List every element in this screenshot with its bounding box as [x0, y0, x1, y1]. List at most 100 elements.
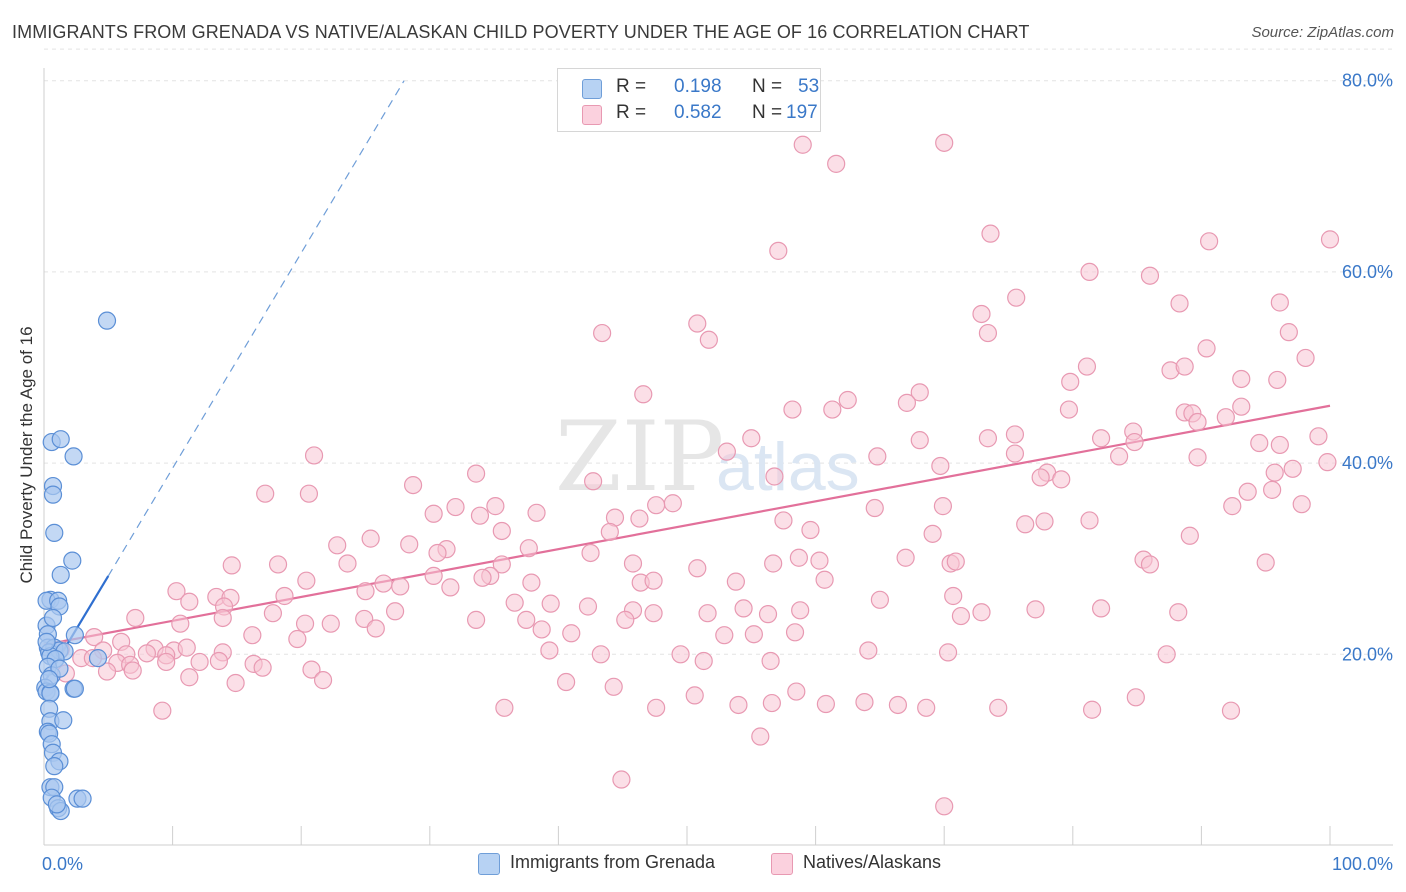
point-natives — [1197, 339, 1216, 358]
source-note: Source: ZipAtlas.com — [1251, 24, 1394, 41]
point-natives — [910, 383, 929, 402]
point-natives — [917, 698, 936, 717]
point-natives — [1091, 599, 1111, 618]
point-natives — [600, 522, 619, 542]
point-natives — [1091, 429, 1111, 448]
point-natives — [1188, 412, 1207, 432]
point-natives — [532, 620, 551, 639]
y-tick-label: 40.0% — [1342, 453, 1393, 473]
point-natives — [1109, 447, 1129, 466]
point-grenada — [65, 626, 84, 645]
point-natives — [505, 593, 524, 612]
point-natives — [190, 652, 209, 672]
point-natives — [931, 456, 950, 476]
point-natives — [356, 582, 375, 601]
point-natives — [972, 603, 991, 622]
point-natives — [562, 624, 581, 643]
point-natives — [1052, 470, 1071, 489]
point-grenada — [43, 485, 63, 504]
point-natives — [593, 323, 612, 343]
point-natives — [787, 682, 806, 701]
point-natives — [868, 447, 887, 466]
point-grenada — [65, 679, 84, 698]
point-grenada — [88, 649, 108, 668]
point-natives — [855, 692, 874, 712]
point-grenada — [63, 551, 82, 570]
legend-r-label: R = — [616, 76, 647, 97]
point-natives — [815, 570, 834, 589]
point-natives — [734, 599, 753, 618]
point-natives — [177, 638, 196, 657]
point-grenada — [47, 795, 66, 814]
point-natives — [1238, 482, 1257, 501]
point-grenada — [45, 757, 64, 776]
point-grenada — [64, 447, 83, 466]
point-natives — [1292, 495, 1311, 514]
point-natives — [1170, 294, 1189, 313]
point-natives — [729, 695, 748, 715]
point-natives — [466, 610, 486, 629]
point-natives — [361, 529, 380, 548]
point-natives — [97, 662, 117, 681]
point-natives — [801, 520, 820, 540]
legend-n-label: N = — [752, 102, 783, 123]
point-natives — [888, 695, 908, 715]
point-natives — [634, 385, 653, 404]
point-natives — [827, 154, 846, 173]
point-natives — [123, 661, 142, 680]
point-natives — [1026, 600, 1045, 619]
point-natives — [1080, 511, 1099, 530]
y-tick-label: 20.0% — [1342, 644, 1393, 664]
point-grenada — [54, 711, 73, 730]
point-natives — [1250, 433, 1269, 453]
data-points — [36, 133, 1340, 821]
point-natives — [762, 693, 781, 713]
point-natives — [1232, 397, 1251, 416]
point-grenada — [73, 789, 92, 808]
point-natives — [935, 797, 954, 816]
point-natives — [299, 484, 319, 503]
point-natives — [688, 559, 707, 578]
legend-r-label: R = — [616, 102, 647, 123]
point-natives — [1309, 427, 1328, 446]
axes — [43, 68, 1393, 846]
point-natives — [391, 577, 410, 596]
legend-swatch-natives — [582, 105, 602, 125]
point-natives — [126, 608, 145, 628]
point-natives — [486, 497, 505, 516]
point-natives — [1283, 459, 1302, 478]
point-natives — [910, 431, 929, 450]
point-natives — [492, 555, 511, 574]
point-natives — [1082, 700, 1102, 719]
point-natives — [591, 645, 610, 664]
point-natives — [213, 608, 232, 628]
point-natives — [180, 668, 199, 687]
watermark-atlas: atlas — [716, 429, 860, 505]
point-natives — [1005, 444, 1025, 463]
point-natives — [742, 429, 761, 448]
point-natives — [137, 644, 156, 663]
legend-n-value-grenada: 53 — [798, 76, 820, 97]
point-natives — [989, 698, 1008, 717]
point-natives — [1125, 432, 1144, 452]
point-natives — [765, 467, 784, 486]
point-natives — [1216, 408, 1235, 427]
legend-r-value-natives: 0.582 — [674, 102, 722, 123]
point-natives — [981, 224, 1000, 243]
point-natives — [519, 539, 538, 558]
point-natives — [85, 627, 104, 647]
point-natives — [338, 554, 357, 573]
point-natives — [671, 645, 690, 664]
point-natives — [540, 641, 559, 660]
point-natives — [581, 543, 600, 563]
point-natives — [470, 506, 490, 525]
point-natives — [288, 629, 307, 649]
point-natives — [897, 393, 917, 412]
point-natives — [1188, 448, 1207, 467]
watermark: ZIP atlas — [555, 401, 860, 513]
point-natives — [1080, 262, 1099, 281]
point-natives — [1061, 372, 1080, 391]
point-natives — [428, 543, 447, 563]
watermark-zip: ZIP — [555, 401, 724, 513]
